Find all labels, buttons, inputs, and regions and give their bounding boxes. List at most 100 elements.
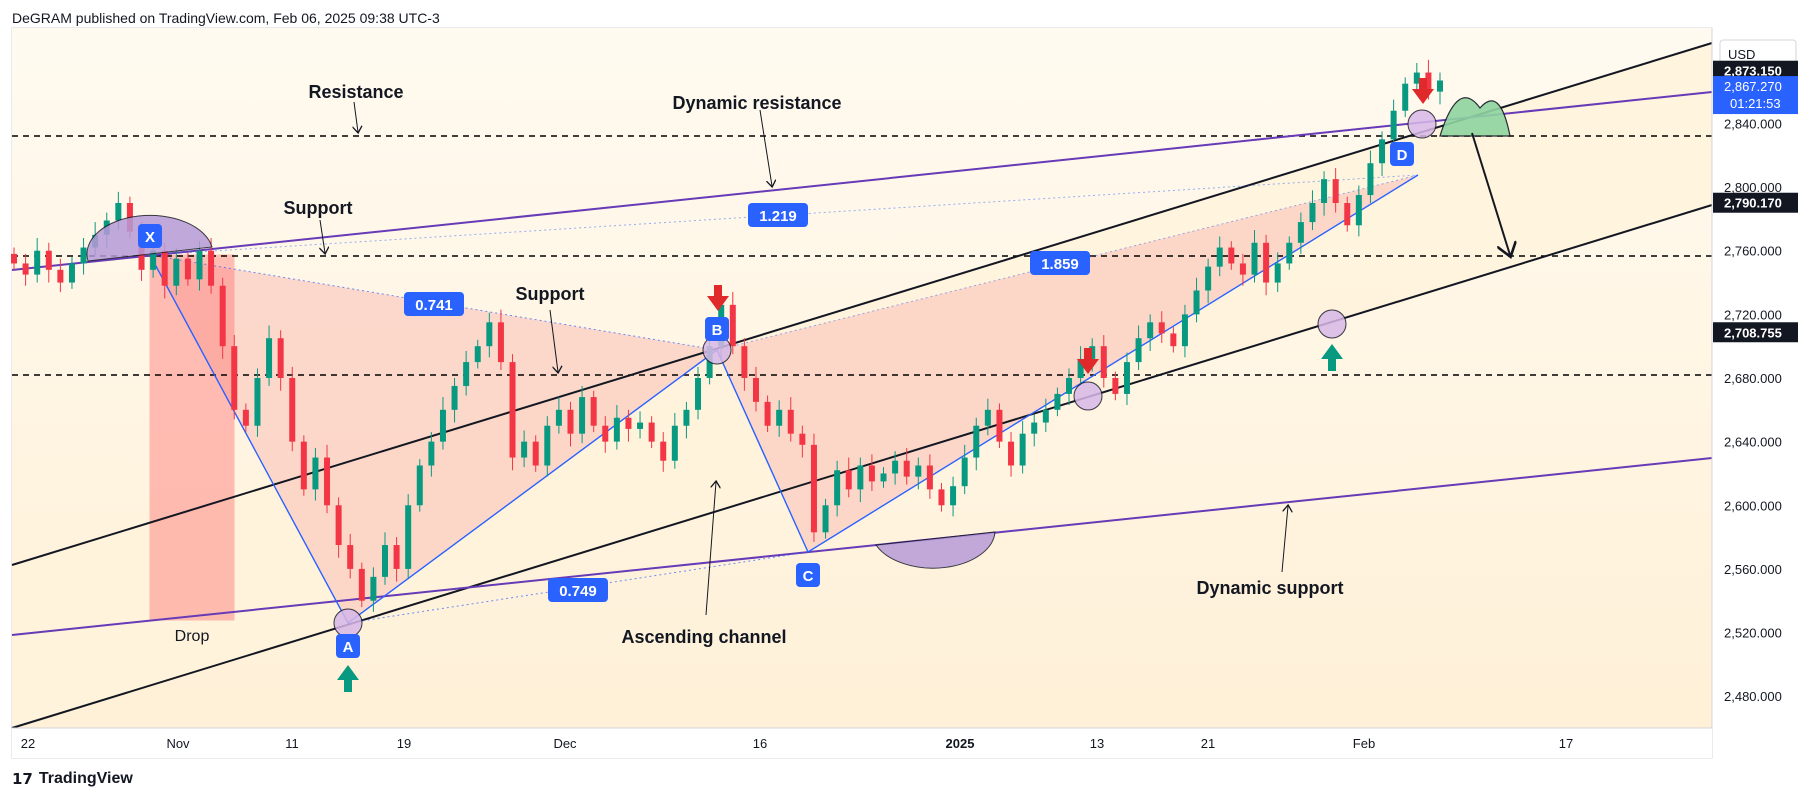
candle-body: [880, 473, 887, 482]
ratio-line-xb: [149, 254, 718, 351]
dynamic-support-line: [11, 457, 1713, 636]
candle-body: [300, 441, 307, 490]
candle-body: [80, 247, 87, 264]
point-label-x: X: [138, 224, 162, 248]
tradingview-logo-icon: 𝟭𝟳: [12, 771, 33, 788]
point-label-c-text: C: [803, 568, 814, 585]
candle-body: [393, 545, 400, 569]
arrow-down-icon: [707, 285, 729, 311]
candle-body: [1123, 362, 1130, 394]
candle-body: [22, 263, 29, 275]
candle-body: [1112, 378, 1119, 394]
ratio-label-1219: 1.219: [748, 203, 808, 227]
candle-body: [613, 417, 620, 442]
candle-body: [752, 378, 759, 402]
candle-body: [555, 409, 562, 426]
x-tick-label: 19: [397, 736, 411, 751]
candle-body: [208, 250, 215, 286]
candle-body: [370, 576, 377, 601]
price-tag: 2,790.170: [1713, 192, 1798, 213]
price-axis[interactable]: [1712, 28, 1815, 758]
candle-body: [161, 250, 168, 286]
candle-body: [416, 465, 423, 506]
y-tick-label: 2,720.000: [1724, 307, 1782, 322]
candle-body: [1031, 422, 1038, 434]
price-tag-text: 2,790.170: [1724, 196, 1782, 211]
candle-body: [1332, 179, 1339, 203]
annotation-dynamic-support: Dynamic support: [1196, 578, 1343, 598]
candle-body: [1205, 266, 1212, 291]
candle-body: [1425, 72, 1432, 92]
candle-body: [428, 441, 435, 466]
candle-body: [277, 338, 284, 378]
dynamic-support-pointer: [1281, 506, 1288, 573]
candle-body: [1008, 441, 1015, 466]
candle-body: [671, 425, 678, 461]
top-arc-green: [1439, 97, 1511, 137]
time-axis[interactable]: [12, 728, 1712, 758]
pivot-circle-feb: [1317, 309, 1347, 339]
candle-body: [973, 425, 980, 458]
candle-body: [521, 441, 528, 458]
price-tag-text: 2,873.150: [1724, 64, 1782, 79]
projection-arrow: [1471, 132, 1510, 255]
y-axis-ticks: 2,840.000 2,800.000 2,760.000 2,720.000 2,68…: [1724, 116, 1782, 704]
candle-body: [242, 409, 249, 426]
candle-body: [1274, 263, 1281, 283]
pivot-circle-a: [333, 608, 363, 638]
candle-body: [439, 409, 446, 442]
current-price-text: 2,867.270: [1724, 79, 1782, 94]
candle-body: [266, 338, 273, 378]
annotation-support-lower: Support: [516, 284, 585, 304]
candle-body: [926, 465, 933, 490]
resistance-pointer: [354, 101, 358, 132]
candle-body: [1019, 433, 1026, 466]
candle-body: [590, 397, 597, 426]
candle-body: [1297, 222, 1304, 243]
y-tick-label: 2,680.000: [1724, 371, 1782, 386]
candle-body: [1054, 393, 1061, 410]
candle-body: [463, 362, 470, 386]
price-tags: 2,873.150 2,790.170 2,708.755 2,867.270 01:2…: [1713, 60, 1798, 343]
candle-body: [497, 322, 504, 363]
point-label-a: A: [336, 634, 360, 658]
candle-body: [857, 465, 864, 490]
candle-body: [892, 460, 899, 474]
candle-body: [683, 409, 690, 426]
candle-body: [1402, 83, 1409, 111]
price-tag: 2,708.755: [1713, 322, 1798, 343]
currency-label: USD: [1728, 47, 1755, 62]
candle-body: [358, 568, 365, 601]
tradingview-footer[interactable]: 𝟭𝟳 TradingView: [12, 770, 133, 788]
annotation-dynamic-resistance: Dynamic resistance: [672, 93, 841, 113]
candle-body: [115, 203, 122, 221]
candle-body: [312, 457, 319, 490]
candle-body: [602, 425, 609, 442]
candle-body: [868, 465, 875, 482]
candle-body: [938, 489, 945, 506]
x-axis-ticks: 22 Nov 11 19 Dec 16 2025 13 21 Feb 17: [21, 736, 1573, 751]
point-label-b-text: B: [712, 322, 723, 339]
candle-body: [1413, 72, 1420, 84]
candles-group: [11, 59, 1443, 612]
candle-body: [509, 362, 516, 458]
x-tick-label: 16: [753, 736, 767, 751]
y-tick-label: 2,800.000: [1724, 180, 1782, 195]
candle-body: [1066, 378, 1073, 394]
candle-body: [834, 470, 841, 506]
y-tick-label: 2,840.000: [1724, 116, 1782, 131]
dynamic-resistance-pointer: [759, 109, 772, 186]
candle-body: [150, 250, 157, 270]
arrow-down-icon: [1077, 348, 1099, 374]
candle-body: [1158, 322, 1165, 334]
x-tick-label: 17: [1559, 736, 1573, 751]
y-tick-label: 2,520.000: [1724, 626, 1782, 641]
candle-body: [695, 378, 702, 410]
candle-body: [637, 422, 644, 429]
arrow-up-icon: [1321, 344, 1343, 371]
candle-body: [1286, 242, 1293, 264]
candle-body: [579, 397, 586, 434]
point-label-d-text: D: [1397, 147, 1408, 164]
